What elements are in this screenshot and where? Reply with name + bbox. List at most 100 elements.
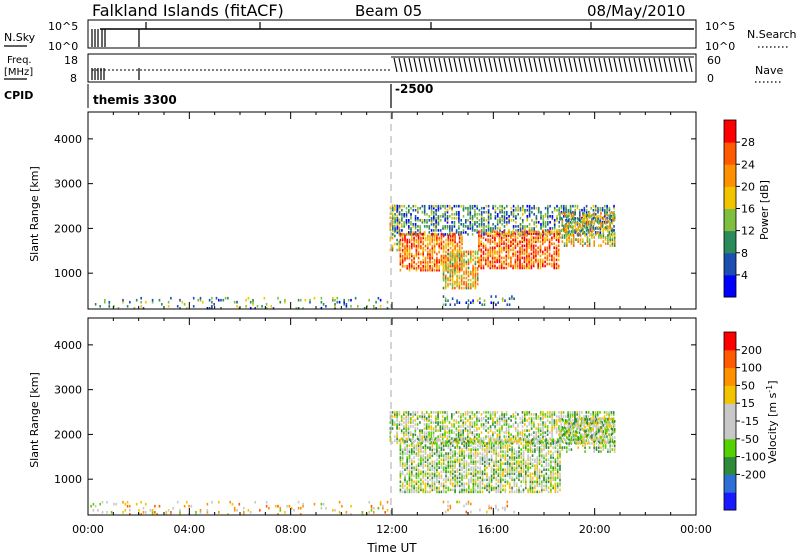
- data-cell: [483, 219, 485, 222]
- data-cell: [571, 415, 574, 418]
- data-cell: [322, 502, 325, 506]
- data-cell: [469, 437, 471, 440]
- data-cell: [461, 242, 463, 246]
- data-cell: [300, 298, 302, 302]
- data-cell: [472, 438, 475, 441]
- data-cell: [438, 460, 440, 463]
- data-cell: [417, 225, 419, 228]
- data-cell: [421, 439, 423, 442]
- data-cell: [526, 425, 528, 428]
- data-cell: [449, 458, 452, 461]
- data-cell: [586, 214, 589, 217]
- data-cell: [504, 450, 507, 453]
- data-cell: [302, 502, 304, 506]
- data-cell: [417, 208, 419, 212]
- data-cell: [429, 250, 431, 254]
- data-cell: [572, 225, 574, 228]
- data-cell: [521, 433, 524, 436]
- freq-sawtooth: [583, 57, 588, 73]
- data-cell: [558, 415, 560, 418]
- data-cell: [585, 208, 588, 212]
- data-cell: [442, 270, 445, 274]
- data-cell: [451, 417, 453, 420]
- data-cell: [601, 421, 604, 424]
- data-cell: [516, 266, 519, 270]
- data-cell: [406, 242, 408, 246]
- data-cell: [423, 225, 426, 228]
- data-cell: [452, 236, 454, 240]
- data-cell: [505, 254, 508, 258]
- data-cell: [611, 244, 614, 247]
- data-cell: [480, 254, 482, 258]
- data-cell: [435, 213, 437, 216]
- data-cell: [612, 431, 615, 434]
- data-cell: [515, 488, 518, 492]
- data-cell: [394, 415, 396, 418]
- data-cell: [528, 262, 530, 266]
- data-cell: [90, 504, 92, 508]
- data-cell: [558, 419, 560, 422]
- data-cell: [559, 434, 561, 437]
- data-cell: [195, 511, 197, 514]
- data-cell: [452, 440, 454, 443]
- data-cell: [588, 222, 591, 225]
- data-cell: [430, 411, 433, 414]
- data-cell: [528, 227, 531, 230]
- data-cell: [461, 482, 463, 486]
- data-cell: [505, 439, 508, 442]
- data-cell: [399, 438, 402, 441]
- data-cell: [408, 450, 411, 453]
- colorbar-tick-label: 28: [741, 136, 755, 149]
- data-cell: [513, 458, 516, 461]
- data-cell: [509, 438, 511, 441]
- data-cell: [403, 421, 405, 424]
- data-cell: [437, 413, 439, 416]
- cpid-label: CPID: [4, 89, 33, 102]
- data-cell: [454, 282, 456, 286]
- data-cell: [503, 221, 506, 224]
- data-cell: [427, 266, 429, 270]
- data-cell: [510, 441, 512, 444]
- data-cell: [496, 266, 498, 270]
- data-cell: [222, 298, 225, 302]
- data-cell: [406, 446, 408, 449]
- data-cell: [535, 250, 537, 254]
- data-cell: [572, 210, 574, 214]
- data-cell: [567, 437, 569, 440]
- data-cell: [590, 427, 592, 430]
- data-cell: [602, 218, 605, 221]
- data-cell: [414, 223, 417, 226]
- data-cell: [399, 460, 402, 463]
- data-cell: [456, 250, 459, 254]
- data-cell: [541, 448, 543, 451]
- data-cell: [439, 411, 442, 414]
- data-cell: [572, 204, 574, 208]
- data-cell: [406, 250, 408, 254]
- data-cell: [611, 222, 614, 225]
- data-cell: [596, 421, 599, 424]
- data-cell: [391, 411, 394, 414]
- data-cell: [476, 221, 478, 224]
- data-cell: [500, 246, 503, 250]
- data-cell: [449, 450, 452, 453]
- data-cell: [512, 254, 514, 258]
- data-cell: [424, 258, 427, 262]
- data-cell: [607, 236, 609, 239]
- data-cell: [504, 446, 507, 449]
- data-cell: [445, 470, 447, 474]
- data-cell: [455, 210, 458, 214]
- data-cell: [528, 264, 530, 268]
- data-cell: [429, 248, 431, 252]
- data-cell: [430, 419, 433, 422]
- data-cell: [529, 474, 532, 478]
- power-scatter: [94, 204, 616, 310]
- data-cell: [435, 221, 437, 224]
- data-cell: [570, 214, 573, 217]
- data-cell: [519, 260, 521, 264]
- data-cell: [474, 462, 477, 465]
- data-cell: [398, 204, 401, 208]
- data-cell: [480, 223, 483, 226]
- data-cell: [408, 238, 411, 242]
- data-cell: [470, 468, 472, 471]
- data-cell: [417, 452, 420, 455]
